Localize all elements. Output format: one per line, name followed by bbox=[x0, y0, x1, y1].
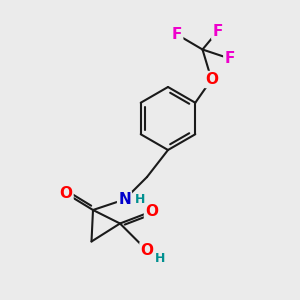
Text: H: H bbox=[155, 252, 166, 266]
Text: O: O bbox=[145, 204, 158, 219]
Text: O: O bbox=[205, 72, 218, 87]
Text: N: N bbox=[118, 192, 131, 207]
Text: F: F bbox=[212, 24, 223, 39]
Text: O: O bbox=[140, 243, 154, 258]
Text: H: H bbox=[135, 193, 145, 206]
Text: F: F bbox=[224, 51, 235, 66]
Text: F: F bbox=[172, 27, 182, 42]
Text: O: O bbox=[59, 186, 73, 201]
